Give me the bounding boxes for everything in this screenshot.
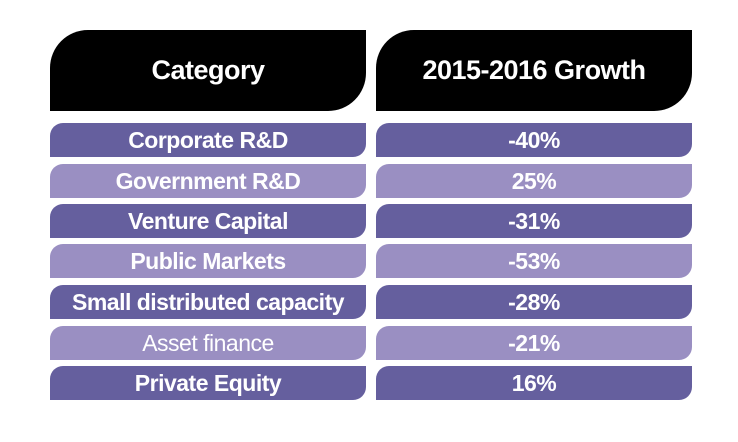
growth-cell: -40% — [376, 123, 692, 157]
category-cell: Public Markets — [50, 244, 366, 278]
header-category: Category — [50, 30, 366, 111]
header-growth: 2015-2016 Growth — [376, 30, 692, 111]
table-header-row: Category 2015-2016 Growth — [50, 30, 692, 111]
category-cell: Small distributed capacity — [50, 285, 366, 319]
category-cell: Corporate R&D — [50, 123, 366, 157]
growth-cell: -31% — [376, 204, 692, 238]
growth-cell: -53% — [376, 244, 692, 278]
category-cell: Government R&D — [50, 164, 366, 198]
growth-cell: 16% — [376, 366, 692, 400]
growth-cell: 25% — [376, 164, 692, 198]
category-cell: Venture Capital — [50, 204, 366, 238]
category-cell: Private Equity — [50, 366, 366, 400]
growth-cell: -21% — [376, 326, 692, 360]
category-cell: Asset finance — [50, 326, 366, 360]
growth-cell: -28% — [376, 285, 692, 319]
